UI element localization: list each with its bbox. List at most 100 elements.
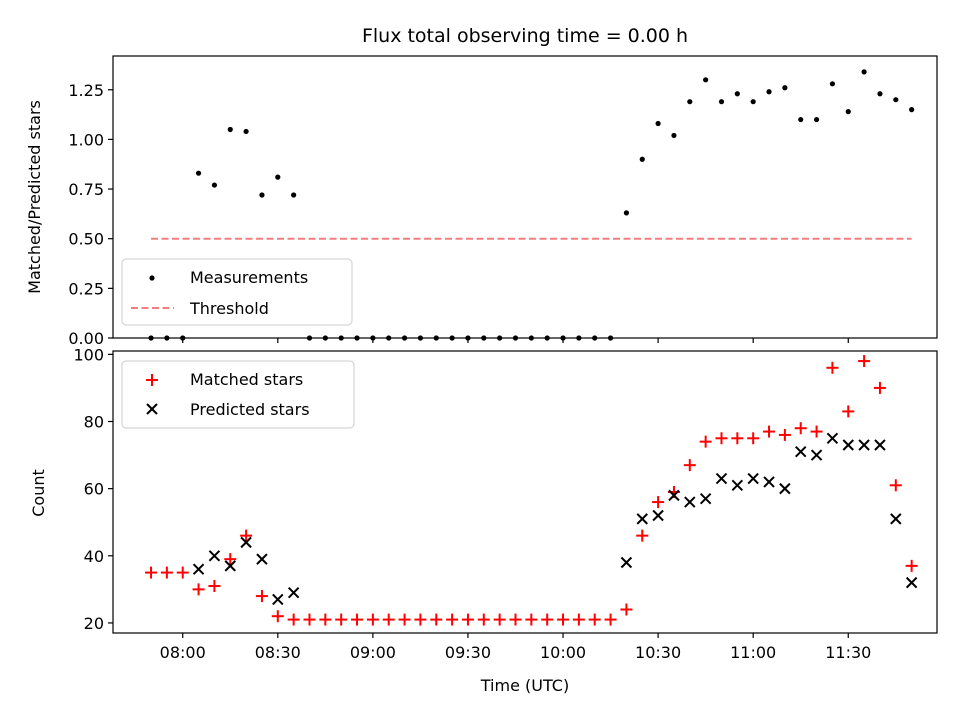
matched-star-point — [905, 559, 918, 572]
predicted-star-point — [287, 587, 300, 599]
predicted-star-point — [858, 439, 870, 451]
matched-star-point — [287, 613, 300, 626]
top-y-tick-label: 0.25 — [68, 279, 104, 298]
predicted-star-point — [652, 509, 664, 522]
matched-star-point — [509, 613, 522, 626]
top-y-tick-label: 1.00 — [68, 130, 104, 149]
matched-star-point — [810, 425, 823, 438]
matched-star-point — [525, 613, 538, 626]
matched-star-point — [683, 459, 696, 472]
matched-star-point — [398, 613, 411, 626]
predicted-star-point — [256, 553, 268, 565]
matched-star-point — [778, 428, 791, 441]
legend-measurements-label: Measurements — [190, 268, 308, 287]
predicted-star-point — [699, 493, 712, 505]
matched-star-point — [699, 435, 712, 448]
predicted-star-point — [874, 439, 886, 451]
bottom-plot-marks — [145, 355, 918, 626]
matched-star-point — [493, 613, 506, 626]
matched-star-point — [335, 613, 348, 626]
matched-star-point — [889, 479, 902, 492]
predicted-star-point — [747, 472, 759, 485]
x-tick-label: 09:30 — [445, 643, 491, 662]
matched-star-point — [382, 613, 395, 626]
measurement-point — [227, 126, 233, 133]
measurement-point — [623, 210, 630, 216]
measurement-point — [291, 192, 297, 198]
measurement-point — [195, 170, 202, 176]
matched-star-point — [652, 496, 665, 509]
measurement-point — [782, 85, 788, 91]
matched-star-point — [446, 613, 459, 626]
predicted-star-point — [890, 513, 902, 525]
bottom-y-tick-label: 80 — [84, 413, 104, 432]
measurement-point — [718, 99, 725, 105]
bottom-y-tick-label: 40 — [84, 547, 104, 566]
bottom-y-tick-label: 20 — [84, 614, 104, 633]
bottom-y-tick-label: 100 — [73, 345, 104, 364]
predicted-star-point — [272, 593, 284, 606]
legend-measurements-marker — [149, 275, 155, 281]
predicted-star-point — [636, 513, 648, 525]
matched-star-point — [604, 613, 617, 626]
matched-star-point — [715, 432, 728, 445]
legend-predicted-label: Predicted stars — [190, 400, 310, 419]
measurement-point — [861, 69, 867, 75]
top-y-tick-label: 1.25 — [68, 81, 104, 100]
legend-predicted-marker — [146, 403, 158, 415]
matched-star-point — [430, 613, 443, 626]
x-tick-label: 09:00 — [350, 643, 396, 662]
bottom-y-axis: 20 40 60 80 100 — [73, 345, 113, 633]
measurement-point — [259, 192, 265, 198]
legend-matched-label: Matched stars — [190, 370, 303, 389]
measurement-point — [639, 156, 645, 162]
matched-star-point — [557, 613, 570, 626]
matched-star-point — [160, 566, 173, 579]
matched-star-point — [873, 381, 886, 394]
matched-star-point — [319, 613, 332, 626]
ratio-subplot: Flux total observing time = 0.00 h Match… — [25, 25, 938, 348]
bottom-y-tick-label: 60 — [84, 480, 104, 499]
predicted-star-point — [240, 536, 252, 549]
x-tick-label: 11:30 — [825, 643, 871, 662]
matched-star-point — [351, 613, 364, 626]
top-y-axis: 0.00 0.25 0.50 0.75 1.00 1.25 — [68, 81, 113, 348]
matched-star-point — [731, 432, 744, 445]
matched-star-point — [763, 425, 776, 438]
predicted-star-point — [842, 439, 854, 451]
x-tick-label: 11:00 — [730, 643, 776, 662]
bottom-x-axis: 08:00 08:30 09:00 09:30 10:00 10:30 11:00 11:30 — [160, 633, 871, 662]
matched-star-point — [192, 583, 205, 596]
measurement-point — [211, 182, 218, 188]
predicted-star-point — [192, 563, 205, 575]
chart-title: Flux total observing time = 0.00 h — [362, 25, 688, 47]
top-plot-frame — [112, 55, 938, 339]
matched-star-point — [541, 613, 554, 626]
matched-star-point — [858, 355, 871, 368]
measurement-point — [243, 128, 249, 135]
measurement-point — [687, 99, 693, 105]
matched-star-point — [224, 553, 237, 566]
matched-star-point — [636, 529, 649, 542]
measurement-point — [798, 116, 804, 123]
matched-star-point — [145, 566, 158, 579]
matched-star-point — [826, 361, 839, 374]
matched-star-point — [747, 432, 760, 445]
measurement-point — [275, 174, 281, 180]
top-legend-box — [121, 258, 353, 326]
predicted-star-point — [620, 556, 633, 569]
predicted-star-point — [810, 449, 823, 461]
measurement-point — [703, 77, 709, 83]
legend-matched-marker — [146, 374, 158, 386]
measurement-point — [845, 109, 851, 115]
top-y-tick-label: 0.75 — [68, 180, 104, 199]
bottom-legend: Matched stars Predicted stars — [121, 360, 355, 429]
matched-star-point — [842, 405, 855, 418]
x-tick-label: 08:30 — [255, 643, 301, 662]
predicted-star-point — [795, 446, 807, 458]
matched-star-point — [255, 590, 268, 603]
matched-star-point — [620, 603, 633, 616]
predicted-star-point — [826, 432, 839, 444]
measurement-point — [829, 81, 836, 87]
